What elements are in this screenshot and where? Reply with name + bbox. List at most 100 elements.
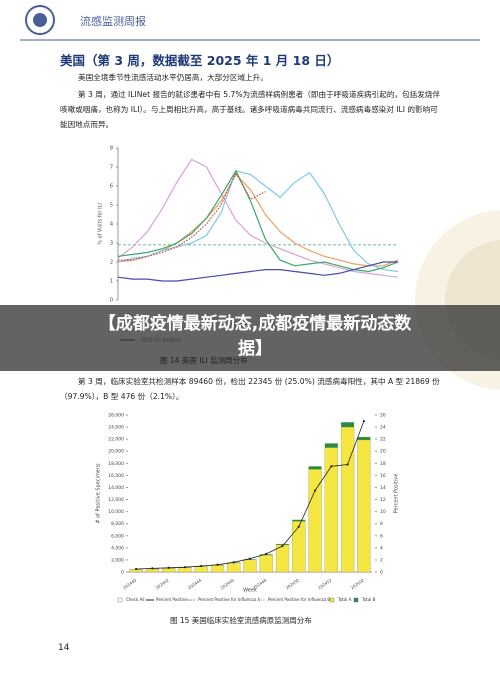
x-tick-label: 202444: [187, 577, 203, 590]
legend-label: Check All: [126, 597, 145, 602]
percent-dot: [183, 566, 187, 569]
y-tick-label: 8: [110, 146, 113, 152]
y2-tick-label: 12: [380, 497, 386, 503]
y2-tick-label: 20: [380, 449, 386, 455]
y-tick-label: 6,000: [111, 533, 124, 539]
y-tick-label: 20,000: [108, 449, 124, 455]
y2-tick-label: 16: [380, 473, 386, 479]
bar: [357, 439, 371, 573]
legend-label: Total B: [361, 597, 376, 602]
y-tick-label: 24,000: [108, 425, 124, 431]
banner-bg: [0, 305, 500, 371]
bar: [210, 565, 225, 573]
percent-dot: [362, 419, 365, 423]
x-tick-label: 202442: [154, 577, 170, 590]
y-axis-label: # of Positive Specimens: [96, 463, 102, 524]
bar: [162, 568, 176, 573]
y-tick-label: 0: [121, 570, 124, 576]
y-tick-label: 1: [110, 279, 113, 285]
paragraph: 第 3 周，通过 ILINet 报告的就诊患者中有 5.7%为流感样病例患者（即…: [60, 90, 440, 129]
y2-tick-label: 24: [380, 425, 386, 431]
page-number: 14: [58, 643, 70, 653]
y-tick-label: 2: [110, 260, 113, 266]
legend-swatch: [353, 597, 359, 603]
x-tick-label: 202450: [285, 577, 301, 590]
series-line: [117, 173, 399, 267]
series-line: [117, 169, 399, 273]
y2-tick-label: 8: [380, 521, 383, 527]
y-tick-label: 14,000: [108, 485, 124, 491]
bar: [341, 422, 355, 428]
bar: [178, 567, 192, 573]
banner-title: 【成都疫情最新动态,成都疫情最新动态数据】: [98, 314, 412, 359]
percent-dot: [200, 564, 203, 568]
bar: [292, 521, 306, 573]
y-tick-label: 8,000: [111, 521, 124, 527]
header-title: 流感监测周报: [80, 14, 146, 28]
bar: [275, 544, 290, 573]
bar: [324, 443, 338, 448]
percent-dot: [232, 561, 235, 564]
legend-label: Percent Positive for Influenza B: [268, 597, 330, 602]
bar: [259, 554, 273, 573]
percent-dot: [313, 489, 317, 492]
y-tick-label: 18,000: [108, 461, 124, 467]
y-tick-label: 0: [110, 298, 113, 304]
percent-dot: [135, 567, 138, 571]
percent-dot: [265, 552, 268, 555]
x-tick-label: 202440: [122, 577, 138, 590]
y-tick-label: 12,000: [108, 497, 124, 503]
y-tick-label: 7: [110, 165, 113, 171]
y-tick-label: 4: [110, 222, 113, 228]
y2-tick-label: 6: [380, 533, 383, 539]
y-axis-label: % of Visits for ILI: [98, 203, 104, 245]
percent-dot: [248, 557, 252, 560]
y2-tick-label: 18: [380, 461, 386, 467]
bar: [308, 466, 322, 470]
percent-dot: [151, 567, 154, 570]
percent-dot: [216, 563, 219, 566]
y-tick-label: 5: [110, 203, 113, 209]
bar: [276, 543, 290, 545]
y2-tick-label: 14: [380, 485, 386, 491]
series-line: [118, 171, 266, 261]
bar: [292, 519, 306, 522]
caption: 图 15 美国临床实验室流感病原监测周分布: [170, 616, 312, 625]
legend-label: Percent Positive for Influenza A: [198, 597, 260, 602]
paragraph: 美国全境季节性流感活动水平仍居高，大部分区域上升。: [78, 73, 268, 82]
legend-swatch: [329, 597, 335, 603]
y-tick-label: 16,000: [108, 473, 124, 479]
y2-tick-label: 2: [380, 557, 383, 563]
percent-dot: [297, 525, 300, 528]
bar: [340, 426, 355, 573]
bar: [194, 566, 208, 573]
bar: [357, 437, 371, 440]
series-line: [117, 158, 399, 278]
percent-dot: [281, 544, 284, 548]
y2-tick-label: 4: [380, 545, 383, 551]
y-tick-label: 10,000: [108, 509, 124, 515]
percent-dot: [330, 465, 333, 468]
caption: 图 14 美国 ILI 监测周分布: [160, 356, 248, 365]
y-tick-label: 2,000: [111, 557, 124, 563]
heading: 美国（第 3 周，数据截至 2025 年 1 月 18 日）: [60, 53, 340, 68]
y-tick-label: 26,000: [108, 413, 124, 419]
x-tick-label: 202446: [219, 577, 235, 590]
percent-dot: [346, 463, 349, 466]
bar: [308, 469, 322, 573]
y2-axis-label: Percent Positive: [394, 474, 400, 514]
bar: [227, 562, 241, 573]
percent-dot: [167, 566, 170, 569]
series-line: [117, 170, 399, 273]
y-tick-label: 6: [110, 184, 113, 190]
series-line: [117, 261, 398, 282]
legend-swatch: [117, 597, 123, 603]
x-tick-label: 202502: [350, 577, 366, 590]
legend-label: Percent Positive: [156, 597, 188, 602]
x-tick-label: 202448: [252, 577, 268, 590]
logo: [33, 13, 47, 27]
y-tick-label: 3: [110, 241, 113, 247]
x-tick-label: 202452: [317, 577, 333, 590]
y2-tick-label: 26: [380, 413, 386, 419]
